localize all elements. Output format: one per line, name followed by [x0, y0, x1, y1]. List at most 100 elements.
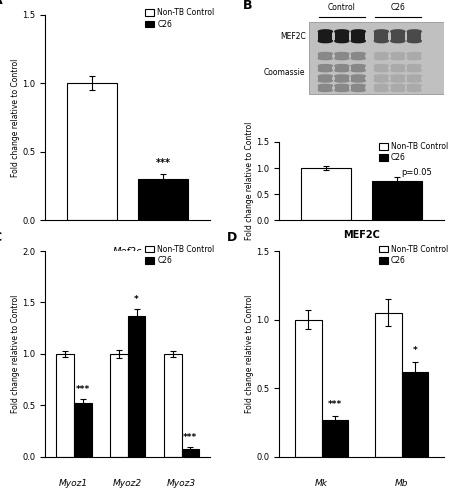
Ellipse shape [351, 80, 365, 82]
Bar [374, 66, 388, 71]
Bar [351, 76, 365, 81]
Ellipse shape [374, 30, 388, 33]
Ellipse shape [391, 65, 405, 67]
Bar [318, 85, 333, 90]
Bar [335, 76, 349, 81]
Ellipse shape [391, 75, 405, 77]
Bar [335, 85, 349, 90]
Text: Myoz2: Myoz2 [113, 479, 142, 488]
Bar [309, 22, 444, 94]
Bar [295, 320, 322, 457]
Bar [110, 354, 128, 457]
Ellipse shape [335, 65, 349, 67]
Ellipse shape [318, 89, 333, 91]
Text: Mef2c: Mef2c [113, 247, 142, 257]
Ellipse shape [407, 53, 421, 55]
Ellipse shape [407, 75, 421, 77]
Y-axis label: Fold change relative to Control: Fold change relative to Control [11, 58, 19, 177]
Ellipse shape [374, 84, 388, 87]
Bar [56, 354, 74, 457]
Bar [74, 403, 92, 457]
Ellipse shape [374, 65, 388, 67]
Ellipse shape [391, 89, 405, 91]
Ellipse shape [351, 57, 365, 59]
Y-axis label: Fold change relative to Control: Fold change relative to Control [245, 295, 254, 413]
Bar [372, 181, 422, 220]
Bar [351, 85, 365, 90]
Bar [164, 354, 182, 457]
Bar [374, 76, 388, 81]
Ellipse shape [318, 30, 333, 33]
Bar [391, 85, 405, 90]
Ellipse shape [407, 69, 421, 72]
Text: ***: *** [155, 158, 170, 168]
Bar [318, 31, 333, 41]
Legend: Non-TB Control, C26: Non-TB Control, C26 [379, 142, 448, 162]
Ellipse shape [391, 39, 405, 43]
Text: Myoz3: Myoz3 [167, 479, 196, 488]
Ellipse shape [351, 30, 365, 33]
Ellipse shape [335, 30, 349, 33]
Bar [407, 31, 421, 41]
Bar [374, 31, 388, 41]
Bar [335, 31, 349, 41]
Ellipse shape [391, 30, 405, 33]
Ellipse shape [318, 80, 333, 82]
Bar [182, 449, 199, 457]
Bar [375, 313, 401, 457]
Bar [128, 316, 145, 457]
Bar [351, 31, 365, 41]
Ellipse shape [318, 75, 333, 77]
Bar [407, 66, 421, 71]
Text: Non-TB
Control: Non-TB Control [328, 0, 356, 12]
Ellipse shape [351, 89, 365, 91]
Bar [401, 372, 428, 457]
Bar [407, 85, 421, 90]
Text: MEF2C: MEF2C [280, 32, 306, 41]
Ellipse shape [407, 84, 421, 87]
Ellipse shape [391, 84, 405, 87]
Bar [322, 420, 348, 457]
Bar [318, 66, 333, 71]
Ellipse shape [407, 39, 421, 43]
Legend: Non-TB Control, C26: Non-TB Control, C26 [379, 245, 448, 265]
Bar [374, 54, 388, 58]
Ellipse shape [318, 69, 333, 72]
Ellipse shape [407, 57, 421, 59]
Text: Myoz1: Myoz1 [59, 479, 88, 488]
Text: MEF2C: MEF2C [343, 230, 380, 241]
Text: ***: *** [328, 400, 342, 409]
Bar [301, 168, 352, 220]
Legend: Non-TB Control, C26: Non-TB Control, C26 [145, 245, 214, 265]
Bar [391, 66, 405, 71]
Y-axis label: Fold change relative to Control: Fold change relative to Control [245, 122, 254, 240]
Bar [335, 54, 349, 58]
Ellipse shape [374, 80, 388, 82]
Text: Mb: Mb [395, 479, 408, 488]
Ellipse shape [407, 80, 421, 82]
Ellipse shape [374, 75, 388, 77]
Ellipse shape [335, 80, 349, 82]
Ellipse shape [374, 89, 388, 91]
Ellipse shape [351, 53, 365, 55]
Bar [67, 83, 117, 220]
Bar [318, 54, 333, 58]
Bar [391, 76, 405, 81]
Ellipse shape [335, 53, 349, 55]
Ellipse shape [374, 69, 388, 72]
Text: ***: *** [76, 385, 90, 394]
Ellipse shape [374, 39, 388, 43]
Ellipse shape [407, 30, 421, 33]
Ellipse shape [391, 69, 405, 72]
Bar [374, 85, 388, 90]
Ellipse shape [318, 39, 333, 43]
Ellipse shape [335, 57, 349, 59]
Bar [138, 179, 188, 220]
Ellipse shape [318, 65, 333, 67]
Ellipse shape [335, 69, 349, 72]
Ellipse shape [351, 75, 365, 77]
Ellipse shape [407, 65, 421, 67]
Ellipse shape [351, 84, 365, 87]
Bar [407, 54, 421, 58]
Ellipse shape [335, 75, 349, 77]
